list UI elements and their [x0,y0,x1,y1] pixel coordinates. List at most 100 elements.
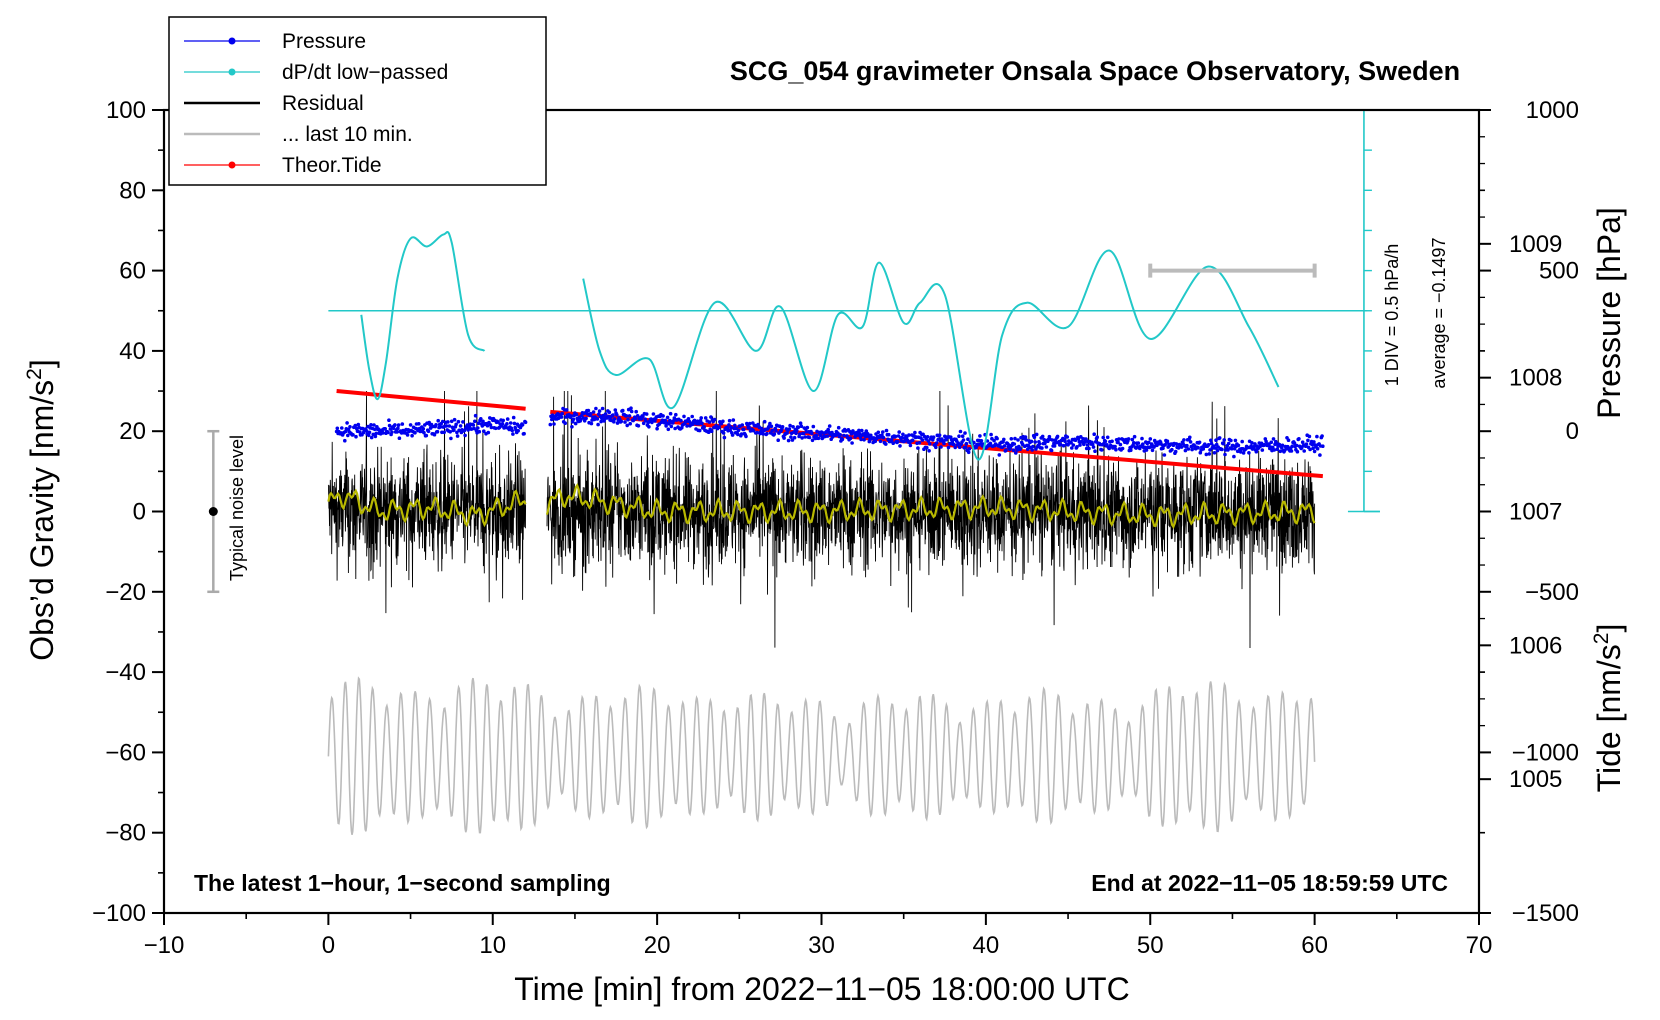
pressure-point [1085,443,1090,447]
pressure-point [727,423,731,427]
pressure-tick-label: 1008 [1509,365,1562,392]
pressure-point [651,412,656,416]
pressure-point [1254,449,1259,454]
pressure-point [421,427,426,431]
pressure-point [901,432,905,437]
pressure-point [937,433,942,438]
pressure-point [1215,448,1220,453]
pressure-point [573,421,578,426]
y-axis-label-close: ] [24,359,60,368]
pressure-point [619,419,624,424]
pressure-point [501,418,506,423]
pressure-point [1126,437,1131,441]
pressure-point [603,412,608,416]
pressure-point [913,430,917,435]
pressure-point [826,427,830,432]
pressure-point [727,418,732,423]
pressure-point [1031,444,1035,449]
pressure-point [751,428,756,433]
pressure-point [814,433,819,438]
pressure-point [1196,445,1200,450]
pressure-point [665,415,670,420]
pressure-point [857,428,861,433]
pressure-point [450,425,455,430]
pressure-point [442,430,447,435]
pressure-point [967,447,972,451]
pressure-point [426,429,431,434]
pressure-point [1289,449,1294,453]
pressure-point [581,416,585,420]
pressure-point [966,450,971,455]
pressure-point [458,424,463,428]
pressure-point [661,414,665,418]
chart-title: SCG_054 gravimeter Onsala Space Observat… [730,56,1460,86]
pressure-point [461,420,465,424]
pressure-point [1144,448,1149,452]
y-tick-label: −20 [105,579,146,606]
pressure-point [978,434,982,438]
pressure-point [721,419,725,424]
pressure-point [1197,440,1202,445]
pressure-point [736,428,741,433]
pressure-point [668,411,673,416]
y-tick-label: −100 [92,900,146,927]
pressure-point [367,430,372,435]
pressure-point [674,412,678,417]
pressure-point [782,436,786,440]
pressure-point [516,429,520,433]
pressure-point [717,425,721,430]
pressure-point [1220,447,1224,452]
pressure-point [356,422,361,427]
legend-items: Pressure dP/dt low−passed Residual ... last… [184,30,448,177]
pressure-point [960,434,965,439]
legend-marker [228,161,236,169]
pressure-point [1290,444,1294,449]
pressure-point [615,421,620,425]
pressure-point [1221,441,1226,446]
pressure-point [1092,432,1096,437]
pressure-point [1052,444,1057,448]
pressure-point [768,421,772,426]
pressure-point [1264,439,1268,444]
pressure-point [800,436,804,440]
pressure-point [836,425,841,430]
pressure-point [1247,451,1251,455]
pressure-point [794,431,798,436]
pressure-point [1141,442,1145,447]
pressure-point [1310,442,1315,447]
sampling-annotation: The latest 1−hour, 1−second sampling [194,870,611,896]
pressure-point [934,445,938,450]
pressure-point [1037,442,1042,446]
pressure-point [946,445,951,450]
pressure-point [807,435,812,440]
pressure-point [787,427,792,431]
pressure-point [898,444,902,448]
pressure-point [354,434,358,439]
pressure-point [762,419,767,424]
pressure-point [1304,442,1309,447]
pressure-point [449,419,454,424]
pressure-point [736,432,740,437]
pressure-point [997,453,1002,457]
pressure-point [663,418,668,423]
pressure-point [928,442,932,446]
pressure-point [393,423,397,427]
ticks-layer: −10 0 10 20 30 40 50 60 70−100−80−60−40−20020406… [92,97,1579,959]
pressure-point [369,435,374,440]
noise-level-label: Typical noise level [227,435,247,581]
pressure-point [1078,443,1082,447]
pressure-point [413,431,417,435]
pressure-point [798,432,802,436]
x-axis-label: Time [min] from 2022−11−05 18:00:00 UTC [514,971,1129,1007]
pressure-point [742,427,746,432]
pressure-point [1272,448,1277,452]
pressure-point [1226,441,1231,446]
pressure-point [396,426,400,431]
pressure-point [761,432,765,436]
pressure-point [1260,448,1265,452]
data-layer [207,109,1380,835]
pressure-point [1090,442,1095,447]
pressure-point [1229,446,1234,451]
pressure-point [408,423,413,427]
pressure-point [1217,436,1222,440]
